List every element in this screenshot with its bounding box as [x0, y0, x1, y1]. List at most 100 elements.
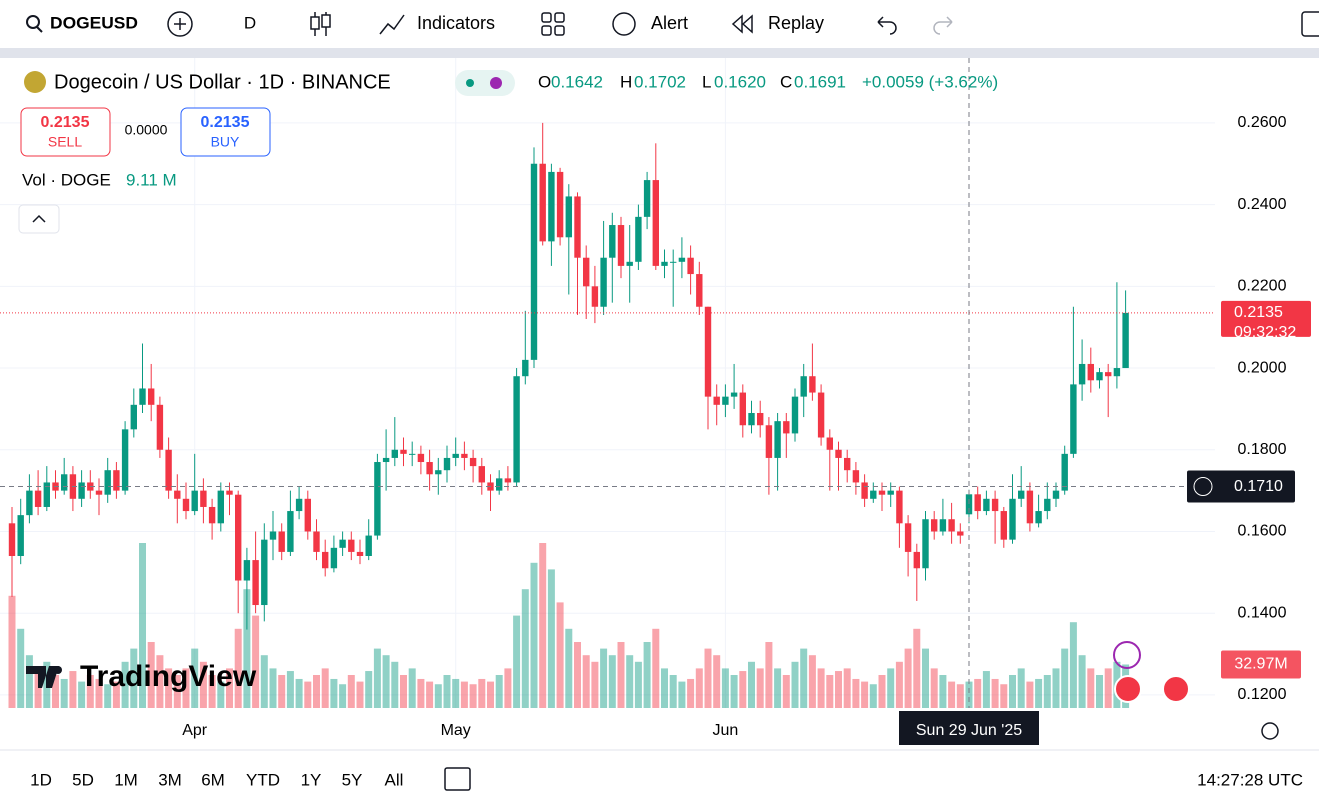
candle-body	[443, 457, 451, 471]
x-tick-label: Apr	[182, 722, 208, 739]
y-tick-label: 0.1800	[1238, 441, 1287, 458]
event-flag[interactable]	[1114, 675, 1142, 703]
volume-value: 9.11 M	[126, 170, 177, 189]
y-tick-label: 0.2200	[1238, 278, 1287, 295]
collapse-legend[interactable]	[18, 204, 60, 234]
candle-body	[939, 519, 947, 532]
candle-body	[817, 392, 825, 438]
replay[interactable]: Replay	[768, 13, 824, 33]
buy-button[interactable]	[180, 107, 271, 157]
status-pill[interactable]	[455, 70, 515, 96]
candle-body	[765, 425, 773, 458]
add-alert[interactable]	[1193, 477, 1213, 497]
volume-bar	[634, 661, 642, 708]
redo[interactable]	[933, 16, 953, 35]
volume-bar	[1096, 675, 1103, 708]
candle-body	[730, 392, 738, 397]
sell-price: 0.2135	[41, 114, 90, 131]
market-status	[466, 79, 474, 87]
volume-bar	[8, 595, 16, 708]
x-tick-label: Jun	[713, 722, 739, 739]
event-flag[interactable]	[1162, 675, 1190, 703]
search-icon[interactable]	[26, 15, 40, 29]
date-range[interactable]	[444, 767, 471, 791]
volume-bar	[574, 642, 581, 708]
add-symbol[interactable]	[167, 11, 193, 37]
range-button[interactable]: 5Y	[342, 770, 363, 789]
volume-bar	[199, 661, 207, 708]
candle-body	[1105, 372, 1112, 377]
candle-body	[626, 261, 633, 266]
sell-button[interactable]	[20, 107, 111, 157]
range-button[interactable]: 3M	[158, 770, 182, 789]
volume-bar	[460, 681, 468, 708]
bottom-bar: 1D 5D 1M 3M 6M YTD 1Y 5Y All	[30, 770, 403, 789]
range-button[interactable]: YTD	[246, 770, 280, 789]
volume-label: Vol · DOGE	[22, 170, 111, 189]
candle-body	[235, 494, 242, 581]
candle-body	[104, 470, 111, 495]
candle-body	[165, 449, 172, 491]
ai-icon[interactable]	[1113, 641, 1141, 669]
y-tick-label: 0.2600	[1238, 114, 1287, 131]
volume-bar	[1000, 684, 1008, 708]
share-icon	[490, 77, 502, 89]
volume-bar	[513, 615, 521, 708]
candle-body	[269, 531, 277, 540]
indicators[interactable]: Indicators	[417, 13, 495, 33]
range-button[interactable]: 6M	[201, 770, 225, 789]
candle-body	[913, 551, 920, 569]
volume-bar	[417, 678, 425, 708]
l-label: L	[702, 72, 711, 91]
volume-bar	[895, 661, 903, 708]
volume-bar	[243, 589, 251, 708]
candle-body	[496, 478, 503, 491]
candle-body	[670, 261, 677, 263]
candle-body	[931, 519, 938, 532]
layouts-icon[interactable]	[541, 12, 565, 36]
volume-bar	[808, 655, 816, 708]
candle-body	[26, 490, 33, 516]
candle-body	[174, 490, 181, 499]
candle-body	[1122, 312, 1129, 369]
interval[interactable]: D	[244, 13, 256, 32]
range-button[interactable]: 1D	[30, 770, 52, 789]
symbol[interactable]: DOGEUSD	[50, 13, 138, 32]
range-button[interactable]: All	[385, 770, 404, 789]
candle-body	[1061, 453, 1068, 491]
candle-body	[1000, 511, 1007, 540]
candle-body	[182, 498, 190, 512]
volume-bar	[669, 675, 677, 708]
candle-body	[130, 404, 137, 430]
volume-bar	[469, 684, 477, 708]
volume-bar	[478, 678, 486, 708]
volume-bar	[843, 668, 851, 708]
volume-bar	[608, 655, 616, 708]
candle-body	[539, 163, 546, 242]
volume-bar	[17, 628, 25, 708]
volume-bar	[835, 671, 842, 708]
undo[interactable]	[877, 16, 897, 35]
alert[interactable]: Alert	[651, 13, 688, 33]
fullscreen[interactable]	[1301, 11, 1319, 37]
candle-body	[261, 539, 268, 606]
buy-price: 0.2135	[201, 114, 250, 131]
volume-bar	[817, 668, 825, 708]
crosshair-date-tag	[899, 711, 1039, 745]
range-button[interactable]: 1M	[114, 770, 138, 789]
volume-tag-label: 32.97M	[1234, 656, 1287, 673]
volume-bar	[286, 671, 294, 708]
volume-bar	[408, 668, 416, 708]
volume-bar	[904, 648, 912, 708]
volume-bar	[695, 668, 703, 708]
settings[interactable]	[1261, 722, 1279, 740]
y-tick-label: 0.1400	[1238, 604, 1287, 621]
volume-bar	[78, 681, 86, 708]
volume-bar	[539, 543, 547, 708]
range-button[interactable]: 5D	[72, 770, 94, 789]
h-label: H	[620, 72, 632, 91]
volume-bar	[965, 681, 973, 708]
candle-body	[461, 453, 468, 458]
range-button[interactable]: 1Y	[301, 770, 322, 789]
volume-bar	[443, 675, 451, 708]
